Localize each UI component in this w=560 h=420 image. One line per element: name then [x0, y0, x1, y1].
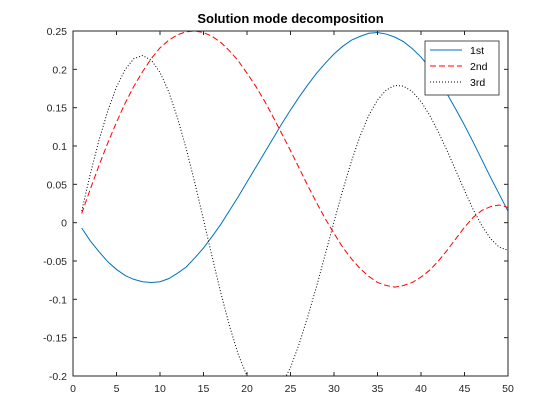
- series-line-2nd: [81, 31, 508, 288]
- x-tick-label: 10: [154, 383, 166, 395]
- legend-box: [424, 40, 500, 96]
- legend-label: 3rd: [470, 77, 485, 89]
- y-tick-label: 0.05: [47, 179, 68, 191]
- chart-title: Solution mode decomposition: [197, 11, 383, 26]
- y-tick-label: -0.15: [43, 333, 67, 345]
- y-tick-label: 0.25: [47, 26, 68, 38]
- x-tick-label: 35: [372, 383, 384, 395]
- legend-label: 1st: [470, 45, 484, 57]
- x-tick-label: 45: [459, 383, 471, 395]
- x-tick-label: 40: [415, 383, 427, 395]
- x-tick-label: 25: [285, 383, 297, 395]
- y-tick-label: 0: [61, 218, 67, 230]
- legend: 1st 2nd 3rd: [424, 40, 500, 96]
- x-tick-label: 0: [70, 383, 76, 395]
- x-tick-label: 5: [114, 383, 120, 395]
- x-tick-label: 50: [502, 383, 514, 395]
- y-tick-label: 0.1: [52, 141, 67, 153]
- y-tick-label: 0.15: [47, 103, 68, 115]
- x-tick-label: 15: [198, 383, 210, 395]
- y-tick-label: -0.05: [43, 256, 67, 268]
- ticks-layer: 0 5 10 15 20 25 30 35 40 45 50 -0.2 -0.15 -0.1 -0.05 0 0…: [43, 26, 514, 395]
- series-line-3rd: [81, 54, 508, 376]
- x-tick-label: 30: [328, 383, 340, 395]
- y-tick-label: -0.1: [49, 294, 67, 306]
- y-tick-label: -0.2: [49, 371, 67, 383]
- x-tick-label: 20: [241, 383, 253, 395]
- legend-label: 2nd: [470, 61, 488, 73]
- y-tick-label: 0.2: [52, 64, 67, 76]
